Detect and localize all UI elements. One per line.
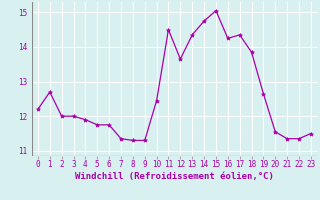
X-axis label: Windchill (Refroidissement éolien,°C): Windchill (Refroidissement éolien,°C)	[75, 172, 274, 181]
